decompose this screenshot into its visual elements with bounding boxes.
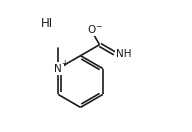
Text: N: N bbox=[54, 64, 62, 74]
Text: −: − bbox=[95, 22, 101, 31]
Text: NH: NH bbox=[117, 49, 132, 59]
Text: O: O bbox=[87, 25, 95, 35]
Text: HI: HI bbox=[41, 17, 53, 30]
Text: +: + bbox=[61, 59, 68, 68]
